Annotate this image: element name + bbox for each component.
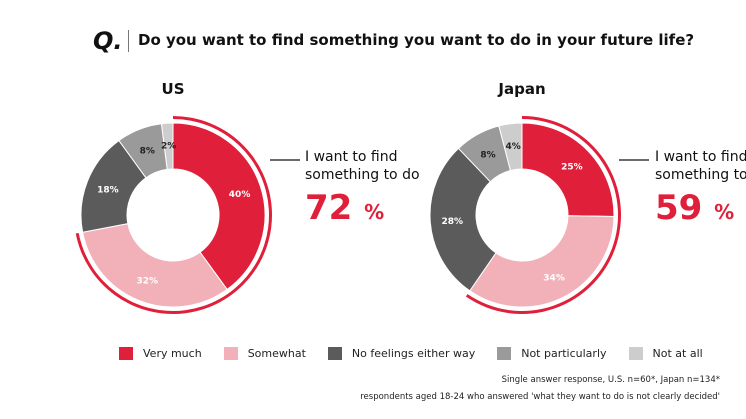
japan-total-value: 59 xyxy=(655,188,703,228)
legend: Very much Somewhat No feelings either wa… xyxy=(119,347,725,360)
slice-somewhat xyxy=(82,223,228,308)
callout-line2: something to do xyxy=(655,167,746,183)
swatch xyxy=(223,347,238,360)
slice-label: 32% xyxy=(136,277,158,287)
slice-label: 4% xyxy=(505,142,520,152)
swatch xyxy=(497,347,512,360)
slice-not-at-all xyxy=(160,122,174,170)
slice-very-much xyxy=(521,122,615,217)
slice-label: 40% xyxy=(229,190,251,200)
q-mark: Q. xyxy=(93,27,123,55)
legend-somewhat: Somewhat xyxy=(223,347,306,360)
legend-not-particularly: Not particularly xyxy=(497,347,607,360)
callout-line1: I want to find xyxy=(655,149,746,165)
swatch xyxy=(628,347,643,360)
japan-total: 59 % xyxy=(655,188,734,228)
note-sample: Single answer response, U.S. n=60*, Japa… xyxy=(501,375,720,385)
japan-title: Japan xyxy=(498,80,546,98)
japan-callout-text: I want to find something to do xyxy=(655,148,746,184)
swatch xyxy=(327,347,342,360)
unit: % xyxy=(364,200,385,224)
slice-label: 8% xyxy=(480,150,495,160)
slice-very-much xyxy=(172,122,266,291)
slice-label: 2% xyxy=(161,142,176,152)
legend-label: Not particularly xyxy=(521,347,607,360)
legend-not-at-all: Not at all xyxy=(628,347,703,360)
slice-label: 18% xyxy=(97,186,119,196)
unit: % xyxy=(714,200,735,224)
callout-line1: I want to find xyxy=(305,149,398,165)
legend-label: Not at all xyxy=(652,347,703,360)
slice-label: 25% xyxy=(561,162,583,172)
legend-no-feelings: No feelings either way xyxy=(327,347,476,360)
swatch xyxy=(119,347,133,360)
slice-label: 34% xyxy=(543,274,565,284)
legend-label: Somewhat xyxy=(247,347,306,360)
us-callout-text: I want to find something to do xyxy=(305,148,420,184)
legend-label: No feelings either way xyxy=(351,347,476,360)
slice-no-feelings-either-way xyxy=(429,147,497,292)
question-title: Do you want to find something you want t… xyxy=(138,31,695,49)
slice-somewhat xyxy=(469,215,615,308)
legend-very-much: Very much xyxy=(119,347,202,360)
us-title: US xyxy=(161,80,185,98)
callout-line2: something to do xyxy=(305,167,420,183)
divider xyxy=(128,30,129,52)
slice-label: 8% xyxy=(140,146,155,156)
us-total: 72 % xyxy=(305,188,384,228)
legend-label: Very much xyxy=(143,347,202,360)
slice-label: 28% xyxy=(441,217,463,227)
note-respondents: respondents aged 18-24 who answered 'wha… xyxy=(360,392,720,402)
slice-not-at-all xyxy=(498,122,523,172)
us-total-value: 72 xyxy=(305,188,353,228)
